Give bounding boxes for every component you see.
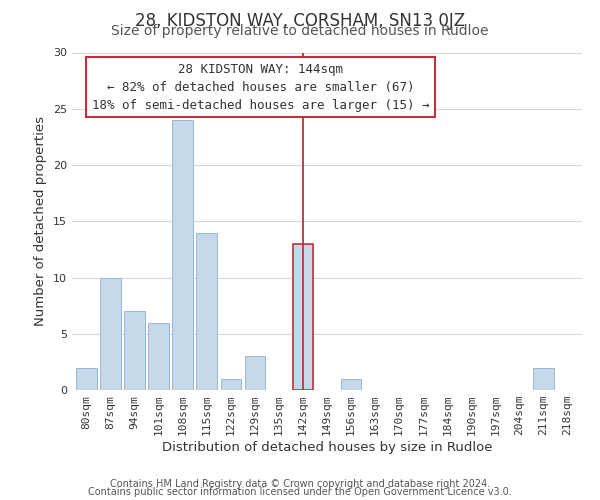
Bar [293,244,313,390]
Bar [172,120,193,390]
Text: Contains HM Land Registry data © Crown copyright and database right 2024.: Contains HM Land Registry data © Crown c… [110,479,490,489]
Y-axis label: Number of detached properties: Number of detached properties [34,116,47,326]
Bar [196,232,217,390]
Bar [76,368,97,390]
Text: 28 KIDSTON WAY: 144sqm
← 82% of detached houses are smaller (67)
18% of semi-det: 28 KIDSTON WAY: 144sqm ← 82% of detached… [92,62,430,112]
Bar [533,368,554,390]
Bar [124,311,145,390]
Bar [100,278,121,390]
Bar [148,322,169,390]
Bar [245,356,265,390]
Text: Contains public sector information licensed under the Open Government Licence v3: Contains public sector information licen… [88,487,512,497]
Text: 28, KIDSTON WAY, CORSHAM, SN13 0JZ: 28, KIDSTON WAY, CORSHAM, SN13 0JZ [135,12,465,30]
Bar [221,379,241,390]
Bar [341,379,361,390]
Text: Size of property relative to detached houses in Rudloe: Size of property relative to detached ho… [111,24,489,38]
X-axis label: Distribution of detached houses by size in Rudloe: Distribution of detached houses by size … [162,441,492,454]
